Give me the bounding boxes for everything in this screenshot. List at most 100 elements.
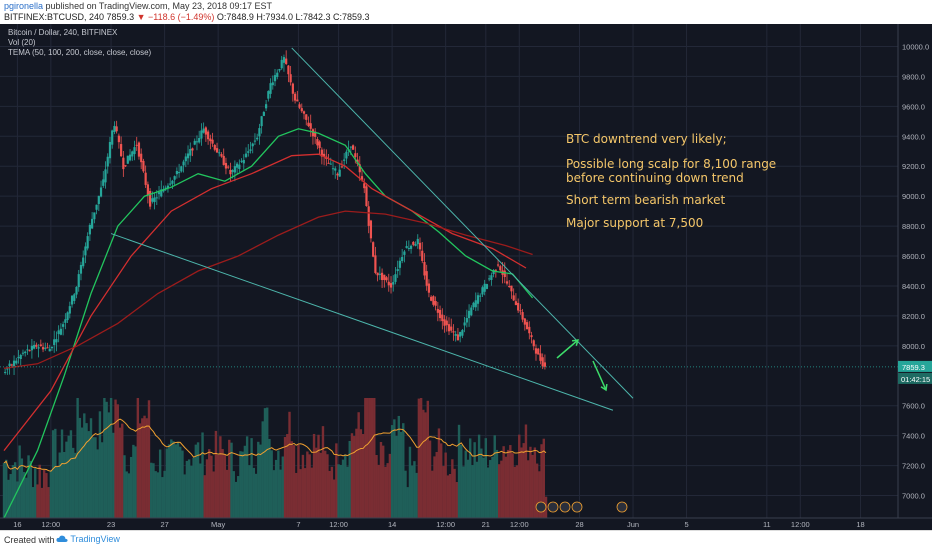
volume-bar — [332, 479, 336, 518]
candle-body — [483, 283, 486, 292]
candle-body — [124, 165, 127, 167]
volume-bar — [502, 446, 505, 518]
volume-bar — [410, 465, 414, 518]
candle-body — [175, 170, 178, 175]
created-with-text: Created with — [4, 535, 55, 545]
candle-body — [178, 172, 181, 174]
candle-body — [122, 157, 125, 170]
candle-body — [220, 154, 223, 157]
candle-body — [37, 347, 40, 349]
candle-body — [445, 320, 448, 326]
volume-bar — [540, 444, 543, 518]
candle-body — [320, 149, 323, 157]
price-tick-label: 9400.0 — [902, 132, 925, 141]
publisher-link[interactable]: pgironella — [4, 1, 44, 11]
volume-bar — [480, 448, 483, 518]
candle-body — [414, 244, 417, 246]
volume-bar — [196, 442, 200, 518]
event-flag-icon — [535, 501, 547, 513]
candle-body — [447, 324, 451, 332]
price-tick-label: 7400.0 — [902, 432, 925, 441]
candle-body — [436, 308, 439, 313]
volume-bar — [495, 449, 499, 518]
volume-bar — [194, 444, 198, 518]
volume-bar — [228, 439, 231, 518]
volume-bar — [431, 470, 434, 518]
candle-body — [432, 296, 435, 305]
candle-body — [35, 344, 38, 347]
volume-bar — [243, 445, 247, 518]
volume-bar — [214, 430, 218, 518]
candle-body — [519, 310, 522, 312]
candle-body — [247, 151, 250, 153]
candle-body — [331, 168, 335, 170]
volume-bar — [341, 459, 345, 518]
chart-area[interactable]: 10000.0 9800.0 9600.0 9400.0 9200.0 9000.0 880… — [0, 24, 932, 530]
volume-bar — [2, 462, 6, 518]
candle-body — [514, 301, 518, 306]
candle-body — [472, 302, 475, 308]
candle-body — [496, 264, 500, 266]
volume-bar — [270, 450, 273, 518]
candle-body — [492, 270, 495, 275]
volume-bar — [277, 450, 280, 518]
volume-bar — [526, 460, 530, 518]
candle-body — [543, 362, 547, 367]
candle-body — [401, 256, 404, 262]
volume-bar — [5, 459, 8, 518]
candle-body — [541, 357, 544, 367]
volume-bar — [357, 412, 360, 518]
candle-body — [108, 141, 112, 159]
candle-body — [26, 349, 29, 351]
volume-bar — [13, 462, 17, 518]
volume-bar — [190, 465, 193, 518]
candle-body — [481, 287, 484, 295]
volume-bar — [20, 458, 24, 518]
volume-bar — [183, 474, 186, 518]
volume-bar — [22, 472, 26, 518]
candle-body — [354, 153, 357, 158]
candle-body — [314, 131, 317, 137]
volume-bar — [250, 438, 253, 518]
candle-body — [200, 130, 203, 139]
volume-bar — [9, 474, 12, 518]
volume-bar — [413, 461, 416, 518]
volume-bar — [263, 408, 267, 518]
legend-tema: TEMA (50, 100, 200, close, close, close) — [8, 48, 152, 57]
volume-bar — [335, 443, 338, 518]
volume-bar — [85, 423, 88, 518]
event-flag-icon — [559, 501, 571, 513]
volume-bar — [172, 441, 175, 518]
time-tick-label: 27 — [160, 520, 168, 529]
candle-body — [91, 218, 94, 229]
candle-body — [151, 198, 154, 202]
price-chart[interactable]: 10000.0 9800.0 9600.0 9400.0 9200.0 9000.0 880… — [0, 24, 932, 530]
legend-volume: Vol (20) — [8, 38, 36, 47]
volume-bar — [158, 449, 162, 518]
volume-bar — [54, 428, 57, 518]
time-tick-label: 21 — [482, 520, 490, 529]
countdown-text: 01:42:15 — [901, 375, 930, 384]
volume-bar — [283, 437, 287, 518]
volume-bar — [7, 479, 10, 518]
price-tick-label: 7600.0 — [902, 402, 925, 411]
candle-body — [62, 324, 65, 327]
annotation-line-3: before continuing down trend — [566, 171, 744, 185]
volume-bar — [103, 398, 106, 518]
tradingview-logo[interactable]: TradingView — [56, 534, 120, 544]
volume-bar — [457, 424, 461, 518]
candle-body — [77, 274, 80, 288]
volume-bar — [83, 413, 86, 518]
candle-body — [539, 353, 542, 361]
volume-bar — [337, 464, 340, 518]
volume-bar — [308, 454, 311, 518]
volume-bar — [272, 470, 276, 518]
candle-body — [240, 160, 243, 162]
candle-body — [4, 371, 7, 373]
candle-body — [523, 318, 526, 325]
price-tick-label: 9000.0 — [902, 192, 925, 201]
volume-bar — [444, 452, 447, 518]
candle-body — [195, 141, 199, 143]
candle-body — [351, 145, 355, 150]
volume-bar — [513, 466, 516, 518]
